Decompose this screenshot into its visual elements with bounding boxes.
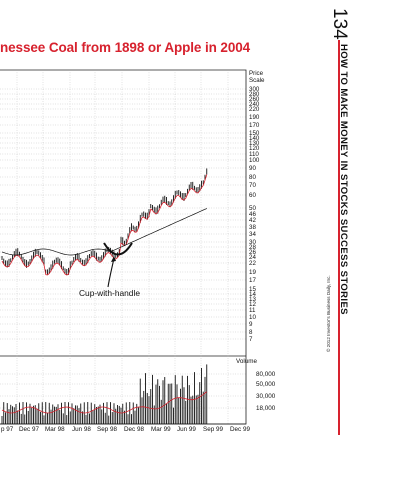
price-tick-label: 38 — [249, 224, 256, 231]
price-tick-label: 170 — [249, 122, 260, 129]
volume-bars: 80,000 50,000 30,000 18,000 — [1, 364, 276, 424]
chart-grid — [0, 70, 246, 424]
cup-with-handle-annotation: Cup-with-handle — [79, 288, 140, 298]
price-tick-label: 220 — [249, 106, 260, 113]
month-label: Dec 98 — [124, 426, 144, 433]
price-tick-label: 70 — [249, 182, 256, 189]
price-tick-label: 7 — [249, 336, 253, 343]
price-tick-label: 30 — [249, 239, 256, 246]
month-label: Dec 99 — [230, 426, 250, 433]
price-tick-label: 8 — [249, 329, 253, 336]
moving-average-short — [1, 174, 208, 276]
volume-moving-average — [1, 391, 208, 414]
price-tick-label: 34 — [249, 231, 256, 238]
price-tick-label: 80 — [249, 174, 256, 181]
price-tick-label: 14 — [249, 291, 256, 298]
price-tick-label: 24 — [249, 254, 256, 261]
volume-tick-label: 30,000 — [256, 393, 276, 400]
price-tick-label: 10 — [249, 314, 256, 321]
month-label: Jun 98 — [72, 426, 91, 433]
price-scale-label-2: Scale — [249, 77, 265, 84]
month-label: Jun 99 — [177, 426, 196, 433]
price-tick-label: 280 — [249, 91, 260, 98]
price-tick-label: 15 — [249, 286, 256, 293]
volume-tick-label: 18,000 — [256, 405, 276, 412]
month-label: Dec 97 — [19, 426, 39, 433]
volume-label: Volume — [236, 358, 258, 365]
price-tick-label: 28 — [249, 244, 256, 251]
price-tick-label: 46 — [249, 211, 256, 218]
month-label: Sep 99 — [203, 426, 223, 433]
volume-tick-label: 50,000 — [256, 381, 276, 388]
price-tick-label: 26 — [249, 249, 256, 256]
price-tick-label: 300 — [249, 86, 260, 93]
price-tick-label: 190 — [249, 114, 260, 121]
price-tick-label: 12 — [249, 301, 256, 308]
page-title: nessee Coal from 1898 or Apple in 2004 — [0, 40, 251, 55]
price-tick-label: 13 — [249, 296, 256, 303]
price-tick-label: 9 — [249, 321, 253, 328]
price-tick-labels: 3002802602402201901701501401301201101009… — [249, 86, 260, 343]
month-label: Sep 98 — [97, 426, 117, 433]
cup-curve — [103, 242, 133, 256]
price-tick-label: 11 — [249, 307, 256, 314]
price-tick-label: 110 — [249, 151, 259, 158]
price-tick-label: 140 — [249, 135, 260, 142]
volume-tick-label: 80,000 — [256, 371, 276, 378]
price-tick-label: 260 — [249, 96, 260, 103]
price-tick-label: 100 — [249, 157, 260, 164]
annotation-arrow — [107, 257, 115, 288]
moving-average-long — [1, 208, 207, 256]
moving-averages — [1, 174, 208, 276]
month-label: p 97 — [1, 426, 14, 433]
price-tick-label: 150 — [249, 130, 260, 137]
price-tick-label: 19 — [249, 269, 256, 276]
price-tick-label: 130 — [249, 140, 260, 147]
month-label: Mar 99 — [151, 426, 171, 433]
margin-rule — [338, 40, 340, 435]
price-scale-label: Price — [249, 70, 264, 77]
price-tick-label: 60 — [249, 192, 256, 199]
price-tick-label: 50 — [249, 205, 256, 212]
price-tick-label: 120 — [249, 145, 260, 152]
month-labels: p 97 Dec 97 Mar 98 Jun 98 Sep 98 Dec 98 Mar 99… — [1, 426, 250, 433]
price-tick-label: 90 — [249, 165, 256, 172]
price-tick-label: 22 — [249, 260, 256, 267]
price-tick-label: 17 — [249, 277, 256, 284]
price-tick-label: 42 — [249, 217, 256, 224]
month-label: Mar 98 — [45, 426, 65, 433]
price-tick-label: 240 — [249, 101, 260, 108]
